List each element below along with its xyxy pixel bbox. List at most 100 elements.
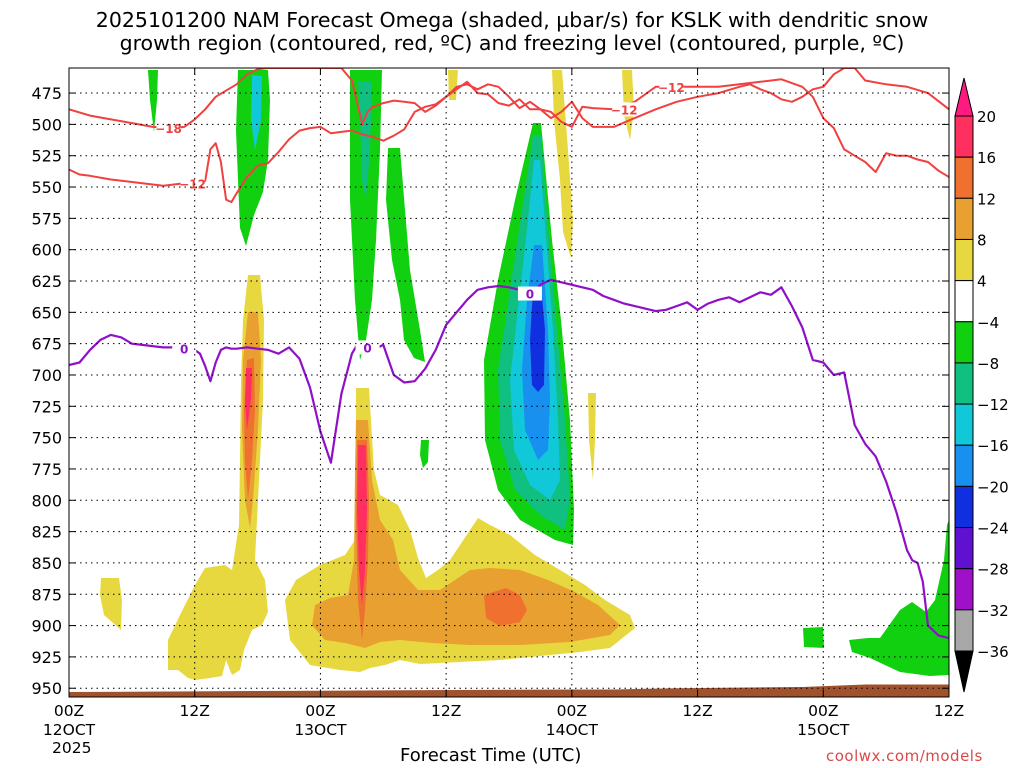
omega-cell-green (148, 70, 158, 132)
y-tick-label: 800 (31, 491, 62, 510)
colorbar-label: −12 (977, 396, 1009, 414)
y-tick-label: 625 (31, 272, 62, 291)
colorbar-band (954, 609, 974, 652)
grid (68, 68, 950, 697)
y-tick-label: 500 (31, 115, 62, 134)
colorbar-band (954, 568, 974, 611)
freezing-level-contour-label: 0 (363, 341, 371, 355)
x-date-label: 13OCT (294, 721, 347, 739)
omega-cell-yellow (100, 578, 122, 630)
freezing-level-contour-label-bg (517, 286, 542, 301)
terrain-fill (69, 684, 949, 697)
omega-cell-darkblue (530, 285, 545, 392)
chart-title-line2: growth region (contoured, red, ºC) and f… (119, 31, 905, 55)
terrain (69, 684, 949, 697)
y-tick-label: 850 (31, 554, 62, 573)
dgz-lower-contour-label: −12 (658, 81, 685, 95)
omega-cell-yellow (588, 393, 596, 480)
colorbar-label: 12 (977, 190, 996, 208)
colorbar-top-arrow (954, 77, 974, 117)
colorbar-band (954, 280, 974, 323)
omega-cell-green (350, 70, 382, 360)
y-tick-label: 525 (31, 147, 62, 166)
colorbar-band (954, 403, 974, 446)
x-date-label: 12OCT (42, 721, 96, 739)
colorbar-label: −24 (977, 520, 1009, 538)
colorbar-band (954, 527, 974, 570)
colorbar-bottom-arrow (954, 650, 974, 693)
freezing-level-contour (69, 278, 949, 640)
colorbar-band (954, 238, 974, 282)
dgz-lower-contour-label: −12 (611, 103, 638, 117)
dgz-lower-contour-label-bg (612, 102, 637, 117)
y-tick-label: 875 (31, 585, 62, 604)
omega-cell-green (386, 148, 425, 362)
y-tick-label: 950 (31, 679, 62, 698)
colorbar-band (954, 156, 974, 199)
colorbar-band (954, 197, 974, 240)
dgz-lower-contour (69, 78, 949, 204)
omega-cell-green (803, 627, 824, 648)
x-date-label: 14OCT (545, 721, 598, 739)
colorbar-label: −28 (977, 561, 1009, 579)
plot-frame (68, 67, 950, 698)
colorbar-band (954, 321, 974, 364)
y-tick-label: 475 (31, 84, 62, 103)
dgz-upper-contour (69, 68, 949, 130)
omega-cell-orange (312, 420, 620, 648)
x-year-label: 2025 (52, 739, 92, 757)
y-tick-label: 675 (31, 335, 62, 354)
dgz-upper-contour-label: −18 (155, 122, 182, 136)
chart-title-line1: 2025101200 NAM Forecast Omega (shaded, µ… (95, 8, 929, 32)
omega-cell-green (849, 520, 949, 676)
x-tick-label: 12Z (179, 702, 210, 720)
colorbar-label: 16 (977, 149, 996, 167)
colorbar-label: −4 (977, 314, 999, 332)
freezing-level-contour-label-bg (172, 341, 197, 356)
y-tick-label: 725 (31, 397, 62, 416)
omega-cell-cyan (251, 75, 262, 150)
y-axis: 475 500 525 550 575 600 625 650 675 700 725 750 775 8… (31, 84, 949, 698)
colorbar-label: −36 (977, 643, 1009, 661)
omega-cell-yellow (552, 70, 573, 258)
x-tick-label: 12Z (430, 702, 462, 720)
contours: −18 −12 −12 −12 0 0 0 (69, 68, 949, 640)
x-tick-label: 12Z (933, 702, 965, 720)
x-tick-label: 00Z (808, 702, 839, 720)
colorbar-band (954, 362, 974, 405)
x-axis-title: Forecast Time (UTC) (400, 745, 582, 766)
y-tick-label: 700 (31, 366, 62, 385)
dgz-lower-contour-label: −12 (179, 177, 206, 191)
y-tick-label: 650 (31, 303, 62, 322)
y-tick-label: 900 (31, 617, 62, 636)
y-tick-label: 600 (31, 241, 62, 260)
omega-cell-pink (357, 445, 367, 605)
y-tick-label: 575 (31, 209, 62, 228)
x-tick-label: 12Z (682, 702, 713, 720)
omega-cell-pink (245, 368, 252, 430)
dgz-lower-contour-label-bg (180, 176, 205, 191)
x-tick-label: 00Z (305, 702, 336, 720)
credit-link[interactable]: coolwx.com/models (826, 747, 983, 765)
y-tick-label: 925 (31, 648, 62, 667)
omega-shading (100, 70, 949, 680)
x-date-label: 15OCT (797, 721, 850, 739)
omega-cell-red (484, 588, 527, 626)
x-tick-label: 00Z (53, 702, 85, 720)
colorbar-label: 20 (977, 108, 996, 126)
omega-cell-green (420, 440, 429, 468)
colorbar-label: −8 (977, 355, 999, 373)
x-tick-label: 00Z (556, 702, 588, 720)
colorbar-band (954, 485, 974, 529)
y-tick-label: 750 (31, 429, 62, 448)
y-tick-label: 550 (31, 178, 62, 197)
dgz-lower-contour-label-bg (659, 79, 684, 94)
colorbar-label: −16 (977, 437, 1009, 455)
colorbar-label: −32 (977, 602, 1009, 620)
colorbar-band (954, 444, 974, 487)
freezing-level-contour-label: 0 (180, 343, 188, 357)
colorbar-band (954, 115, 974, 158)
omega-cell-green (236, 70, 270, 246)
colorbar: 20 16 12 8 4 −4 −8 −12 −16 −20 −24 −28 −32 −36 (954, 77, 1009, 693)
